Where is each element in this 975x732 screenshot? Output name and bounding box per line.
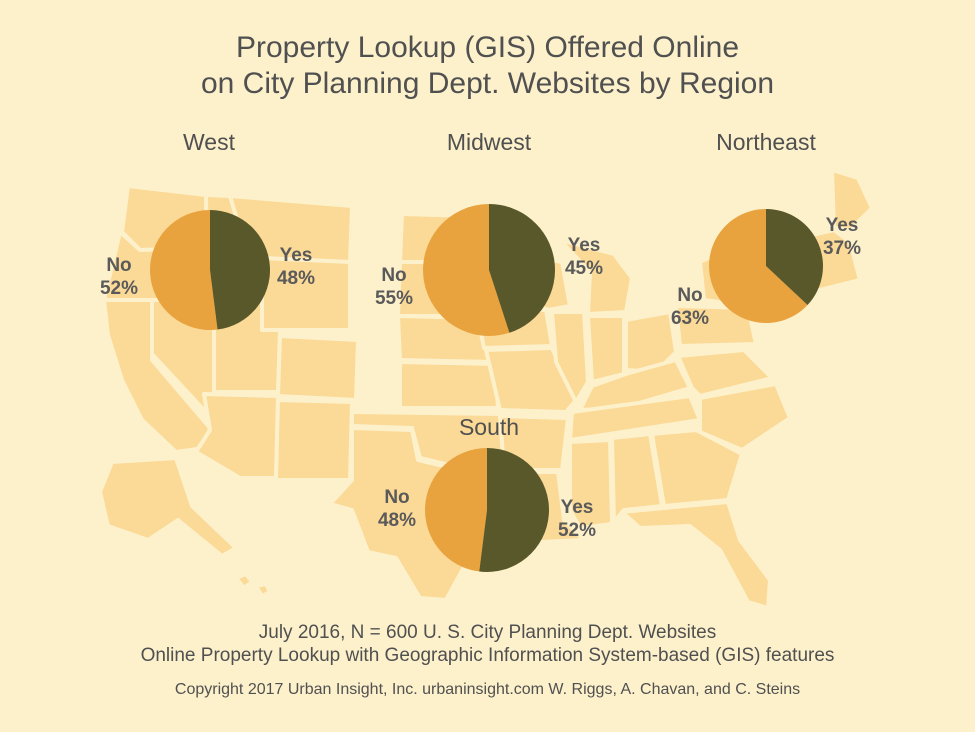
- northeast-no-value: 63%: [670, 308, 710, 329]
- map-state-hawaii: [234, 572, 272, 598]
- map-state-pennsylvania: [674, 304, 758, 348]
- south-no-value: 48%: [377, 510, 417, 531]
- pie-slice-northeast-yes: [766, 209, 823, 306]
- map-state-florida: [620, 500, 772, 610]
- west-no-text: No: [106, 255, 132, 276]
- south-yes-text: Yes: [560, 497, 594, 518]
- region-name-northeast: Northeast: [716, 129, 816, 155]
- footer-note-line-2: Online Property Lookup with Geographic I…: [140, 645, 835, 666]
- pie-slice-south-yes: [479, 448, 549, 572]
- footer-note-line-1: July 2016, N = 600 U. S. City Planning D…: [258, 622, 717, 643]
- map-state-maine: [830, 168, 874, 232]
- south-yes-value: 52%: [557, 520, 597, 541]
- pie-slice-midwest-yes: [489, 204, 556, 333]
- midwest-no-label: No 55%: [364, 264, 424, 310]
- midwest-no-text: No: [381, 265, 407, 286]
- pie-slice-west-yes: [210, 210, 271, 330]
- map-state-alaska: [98, 456, 238, 558]
- west-yes-value: 48%: [276, 268, 316, 289]
- chart-title-line-2: on City Planning Dept. Websites by Regio…: [200, 67, 775, 100]
- west-yes-text: Yes: [279, 245, 313, 266]
- region-name-west: West: [183, 129, 235, 155]
- south-yes-label: Yes 52%: [547, 496, 607, 542]
- west-no-label: No 52%: [89, 254, 149, 300]
- map-state-arizona: [194, 392, 280, 480]
- map-state-colorado: [276, 334, 360, 402]
- pie-slice-northeast-no: [709, 209, 808, 323]
- pie-slice-midwest-no: [423, 204, 510, 336]
- south-no-label: No 48%: [367, 486, 427, 532]
- northeast-no-label: No 63%: [660, 284, 720, 330]
- map-state-missouri: [484, 346, 578, 414]
- footer-copyright: Copyright 2017 Urban Insight, Inc. urban…: [174, 681, 801, 698]
- map-state-carolinas: [698, 382, 792, 452]
- midwest-yes-label: Yes 45%: [554, 234, 614, 280]
- south-no-text: No: [384, 487, 410, 508]
- pie-slice-south-no: [424, 448, 487, 572]
- northeast-yes-text: Yes: [825, 215, 859, 236]
- map-state-virginia: [676, 348, 774, 398]
- northeast-yes-label: Yes 37%: [812, 214, 872, 260]
- midwest-yes-value: 45%: [564, 258, 604, 279]
- chart-title-line-1: Property Lookup (GIS) Offered Online: [235, 31, 740, 64]
- midwest-no-value: 55%: [374, 288, 414, 309]
- midwest-yes-text: Yes: [567, 235, 601, 256]
- map-state-mississippi: [568, 438, 614, 530]
- west-yes-label: Yes 48%: [266, 244, 326, 290]
- map-state-illinois: [550, 310, 590, 404]
- northeast-no-text: No: [677, 285, 703, 306]
- region-name-south: South: [458, 414, 520, 440]
- region-name-midwest: Midwest: [446, 129, 532, 155]
- pie-slice-west-no: [150, 210, 218, 330]
- west-no-value: 52%: [99, 278, 139, 299]
- map-state-georgia: [650, 428, 744, 508]
- northeast-yes-value: 37%: [822, 238, 862, 259]
- map-state-michigan: [558, 238, 634, 316]
